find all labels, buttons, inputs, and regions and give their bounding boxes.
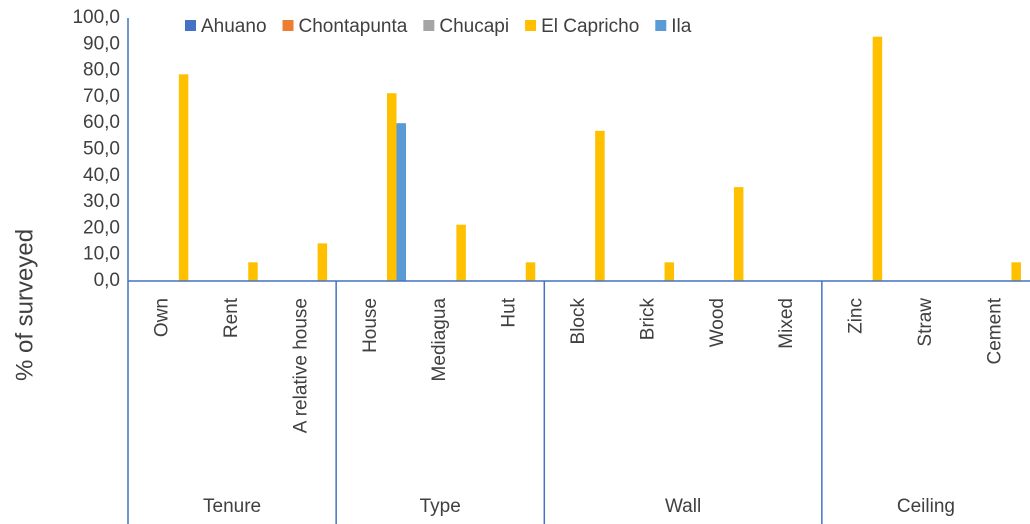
group-label: Wall	[665, 496, 701, 517]
bar	[396, 123, 406, 281]
legend-swatch	[655, 20, 667, 31]
bar	[317, 243, 328, 281]
bar	[733, 187, 744, 281]
y-axis-label: % of surveyed	[11, 229, 38, 381]
x-tick-label: Hut	[499, 297, 520, 327]
legend-swatch	[185, 20, 196, 31]
legend-swatch	[282, 20, 294, 31]
bar	[872, 36, 883, 281]
legend-label: El Capricho	[541, 16, 639, 37]
x-tick-label: Cement	[984, 297, 1005, 364]
group-label: Ceiling	[897, 496, 955, 517]
x-tick-label: Zinc	[846, 298, 867, 334]
legend-label: Ahuano	[201, 16, 267, 37]
bar	[1011, 262, 1021, 281]
legend-swatch	[423, 20, 435, 31]
legend-label: Chontapunta	[299, 16, 408, 37]
x-tick-label: House	[360, 298, 381, 353]
y-tick-label: 60,0	[83, 112, 120, 133]
y-tick-label: 50,0	[83, 139, 120, 160]
group-label: Tenure	[203, 496, 261, 517]
y-tick-label: 90,0	[83, 33, 120, 54]
legend-swatch	[525, 20, 537, 31]
bar	[525, 262, 536, 281]
x-tick-label: Rent	[221, 297, 242, 338]
bar	[178, 74, 189, 281]
x-tick-label: Brick	[637, 298, 658, 341]
bar	[248, 262, 258, 281]
group-label: Type	[420, 496, 461, 517]
x-tick-label: Own	[152, 298, 173, 337]
x-tick-label: Block	[568, 298, 589, 345]
x-tick-label: Wood	[707, 298, 728, 347]
bar	[386, 93, 397, 281]
x-tick-label: Mediagua	[429, 298, 450, 382]
bar	[664, 262, 675, 281]
y-tick-label: 80,0	[83, 60, 120, 81]
x-tick-label: A relative house	[290, 298, 311, 433]
y-tick-label: 0,0	[94, 270, 120, 291]
x-tick-label: Mixed	[776, 298, 797, 349]
y-tick-label: 70,0	[83, 86, 120, 107]
bar	[456, 224, 466, 281]
y-tick-label: 100,0	[72, 7, 120, 28]
y-tick-label: 10,0	[83, 244, 120, 265]
y-tick-label: 40,0	[83, 165, 120, 186]
x-tick-label: Straw	[915, 298, 936, 347]
y-tick-label: 20,0	[83, 217, 120, 238]
y-tick-label: 30,0	[83, 191, 120, 212]
legend-label: Ila	[671, 16, 692, 37]
legend-label: Chucapi	[439, 16, 509, 37]
bar	[595, 130, 605, 281]
